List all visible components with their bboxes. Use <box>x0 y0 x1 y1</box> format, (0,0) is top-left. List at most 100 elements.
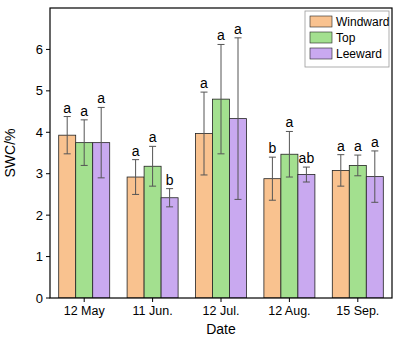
error-bar <box>149 146 156 186</box>
error-cap <box>354 175 361 176</box>
error-bar <box>166 189 173 207</box>
error-cap <box>166 188 173 189</box>
error-bar <box>354 155 361 176</box>
significance-letter: a <box>217 27 225 43</box>
error-cap <box>64 116 71 117</box>
error-cap <box>81 119 88 120</box>
error-line <box>101 107 102 177</box>
error-line <box>357 155 358 176</box>
error-cap <box>235 199 242 200</box>
error-bar <box>81 120 88 166</box>
error-cap <box>98 107 105 108</box>
error-cap <box>132 194 139 195</box>
error-bar <box>132 160 139 195</box>
significance-letter: a <box>234 21 242 37</box>
error-line <box>272 157 273 200</box>
error-cap <box>64 153 71 154</box>
error-line <box>306 167 307 182</box>
y-axis-label: SWC/% <box>2 129 18 178</box>
significance-letter: a <box>80 103 88 119</box>
error-cap <box>81 165 88 166</box>
significance-letter: ab <box>299 150 315 166</box>
error-bar <box>286 131 293 177</box>
error-cap <box>269 157 276 158</box>
error-line <box>169 189 170 207</box>
error-line <box>152 146 153 186</box>
error-cap <box>218 44 225 45</box>
error-cap <box>98 177 105 178</box>
y-tick-label: 2 <box>36 208 43 223</box>
error-bar <box>303 167 310 182</box>
error-cap <box>337 186 344 187</box>
x-tick-label: 11 Jun. <box>133 304 173 318</box>
bars <box>59 38 384 298</box>
error-bar <box>98 107 105 177</box>
error-cap <box>286 131 293 132</box>
bar <box>59 135 76 298</box>
error-line <box>340 155 341 186</box>
legend-swatch <box>310 32 332 43</box>
error-line <box>84 120 85 166</box>
error-bar <box>269 157 276 200</box>
error-line <box>238 38 239 200</box>
significance-letter: a <box>200 75 208 91</box>
significance-letter: a <box>97 90 105 106</box>
error-cap <box>235 37 242 38</box>
error-line <box>204 92 205 175</box>
error-cap <box>303 182 310 183</box>
bar <box>76 143 93 298</box>
x-tick <box>289 298 290 302</box>
error-bar <box>218 44 225 153</box>
bar <box>161 198 178 298</box>
x-tick <box>84 298 85 302</box>
significance-letter: a <box>337 138 345 154</box>
bar <box>332 170 349 298</box>
legend-swatch <box>310 16 332 27</box>
bar <box>127 177 144 298</box>
bar <box>144 166 161 298</box>
error-cap <box>166 206 173 207</box>
x-tick-label: 15 Sep. <box>336 304 379 318</box>
error-line <box>374 151 375 202</box>
y-tick-label: 0 <box>36 291 43 306</box>
significance-letter: a <box>286 114 294 130</box>
error-cap <box>354 155 361 156</box>
x-tick <box>221 298 222 302</box>
x-tick <box>357 298 358 302</box>
significance-letter: a <box>63 100 71 116</box>
error-cap <box>303 167 310 168</box>
error-line <box>135 160 136 195</box>
error-bar <box>371 151 378 202</box>
error-cap <box>149 186 156 187</box>
x-axis-label: Date <box>206 321 236 337</box>
error-cap <box>218 153 225 154</box>
error-cap <box>269 200 276 201</box>
bar <box>298 175 315 298</box>
significance-letter: b <box>166 172 174 188</box>
y-tick-label: 4 <box>36 125 43 140</box>
error-cap <box>201 174 208 175</box>
x-tick <box>152 298 153 302</box>
error-cap <box>337 154 344 155</box>
significance-letter: a <box>371 134 379 150</box>
significance-letter: a <box>132 143 140 159</box>
legend: Windward Top Leeward <box>305 11 389 67</box>
bar <box>349 165 366 298</box>
plot-frame <box>50 8 392 298</box>
error-bar <box>235 38 242 200</box>
error-bar <box>64 117 71 154</box>
legend-label: Leeward <box>336 47 382 61</box>
error-line <box>221 44 222 153</box>
x-tick-label: 12 May <box>64 304 106 318</box>
chart: 0123456aaabaaaaaaabaaba12 May11 Jun.12 J… <box>0 0 400 340</box>
x-tick-label: 12 Aug. <box>268 304 310 318</box>
legend-label: Windward <box>336 15 389 29</box>
error-cap <box>132 159 139 160</box>
error-bar <box>337 155 344 186</box>
y-tick-label: 3 <box>36 166 43 181</box>
legend-label: Top <box>336 31 356 45</box>
error-line <box>67 117 68 154</box>
error-bar <box>201 92 208 175</box>
legend-swatch <box>310 48 332 59</box>
error-cap <box>371 202 378 203</box>
